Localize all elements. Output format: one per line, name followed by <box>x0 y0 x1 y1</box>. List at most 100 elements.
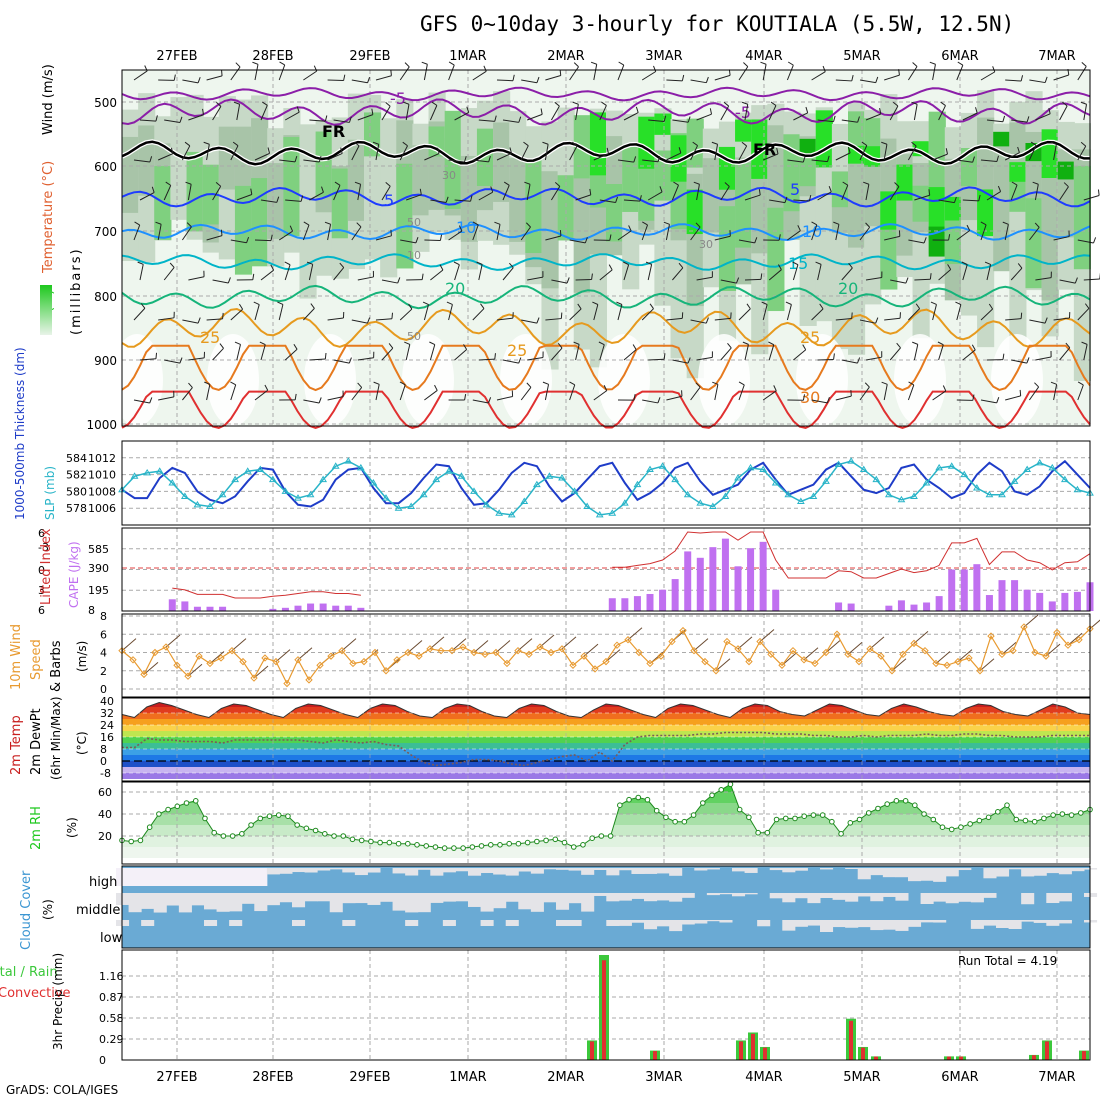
rh-marker <box>1013 816 1020 823</box>
wind-speed-marker <box>888 667 896 675</box>
wind-barb <box>657 155 661 162</box>
wind-barb <box>300 195 304 202</box>
wind-barb <box>133 307 146 321</box>
slp-marker <box>344 457 353 464</box>
rh-cell <box>622 144 640 212</box>
temp-bands <box>122 702 1090 779</box>
cloud-gap <box>895 920 909 931</box>
wind-barb <box>672 119 689 123</box>
rh2m-panel: 60 40 20 2m RH (%) <box>29 781 1093 864</box>
wind-barb <box>236 344 241 361</box>
slp-marker <box>847 457 856 464</box>
rh-marker <box>312 827 319 834</box>
wind-speed-marker <box>261 654 269 662</box>
wind-speed-marker <box>1031 648 1039 657</box>
wind-speed-marker <box>1053 628 1061 637</box>
thickness-tick: 584 <box>66 452 87 465</box>
date-label-top: 2MAR <box>547 49 584 64</box>
wind-barb <box>720 279 737 284</box>
panel-frame-slp <box>121 440 1091 526</box>
wind-barb <box>975 107 978 114</box>
slp-marker <box>1060 475 1069 483</box>
wind-barb <box>859 79 876 84</box>
wind-barb <box>303 221 310 226</box>
wind-barb <box>1004 224 1009 241</box>
isotherm-line <box>121 186 1091 208</box>
wind-barb <box>318 397 322 404</box>
wind-barb <box>835 224 840 241</box>
cloud-gap <box>631 868 645 874</box>
wind-barb <box>633 394 636 401</box>
wind-barb <box>340 147 343 154</box>
wind-barb <box>520 226 531 241</box>
slp-marker <box>935 463 944 471</box>
cape-bar <box>307 603 315 611</box>
slp-marker <box>331 462 340 469</box>
wind-barb <box>212 185 222 201</box>
wind-speed-marker <box>690 646 698 655</box>
temp-tick: 24 <box>100 719 114 732</box>
wind-barb <box>776 147 779 155</box>
wind-barb <box>914 194 930 201</box>
wind-barb <box>859 145 868 161</box>
wind-barb <box>137 261 144 265</box>
wind-barb <box>321 186 324 193</box>
wind-barb <box>759 629 775 642</box>
wind-barb <box>953 196 957 203</box>
cloud-gap <box>669 893 683 902</box>
dry-pocket <box>304 334 356 426</box>
rh-marker <box>607 833 614 839</box>
slp-marker <box>294 494 302 501</box>
date-label-bottom: 1MAR <box>449 1070 486 1085</box>
wind-barb <box>184 141 191 147</box>
cloud-gap <box>241 893 255 904</box>
wind-barb <box>262 101 268 106</box>
wind-speed-marker <box>1064 641 1072 649</box>
wind-barb <box>696 356 713 361</box>
cloud-gap <box>116 868 130 886</box>
wind-barb <box>648 119 665 123</box>
rh-cell <box>267 163 285 239</box>
slp-marker <box>268 475 277 483</box>
wind-speed-marker <box>470 648 478 657</box>
wind-speed-marker <box>767 650 775 659</box>
wind-barb <box>397 277 401 284</box>
mb-label-group: (millibars) <box>69 247 84 335</box>
wind-speed-marker <box>525 650 533 659</box>
wind-barb <box>1053 74 1069 81</box>
wind-barb <box>1080 101 1087 105</box>
date-label-top: 1MAR <box>449 49 486 64</box>
cloud-gap <box>631 920 645 923</box>
wind-barb <box>744 278 762 281</box>
wind-barb <box>760 273 763 280</box>
cloud-gap <box>706 868 720 870</box>
wind-barb <box>945 148 948 155</box>
wind-barb <box>1001 641 1017 655</box>
cloud-gap <box>128 893 142 913</box>
rh-marker <box>451 845 457 851</box>
wind-barb <box>1044 76 1048 83</box>
rh-band <box>122 803 1090 815</box>
slp-marker <box>256 465 265 473</box>
wind-speed-marker <box>503 659 511 668</box>
rh-marker <box>1031 818 1038 825</box>
wind-barb <box>590 61 597 65</box>
wind-barb <box>1005 79 1022 82</box>
wind-barb <box>913 630 929 644</box>
wind-barb <box>666 79 683 82</box>
wind-barb <box>233 101 240 105</box>
wind-barb <box>309 358 326 361</box>
wind-barb <box>768 344 775 361</box>
wind-barb <box>962 349 976 361</box>
cape-bar <box>219 606 227 611</box>
rh-marker <box>939 824 946 831</box>
wind-barb <box>705 317 709 324</box>
cloud-gap <box>933 868 947 882</box>
wind-barb <box>260 199 277 203</box>
wind-barb <box>181 145 191 161</box>
wind10-unit: (m/s) <box>75 641 89 672</box>
date-label-top: 6MAR <box>941 49 978 64</box>
cloud-gap <box>820 920 834 932</box>
wind-barb <box>429 341 435 346</box>
wind-barb <box>744 194 761 201</box>
